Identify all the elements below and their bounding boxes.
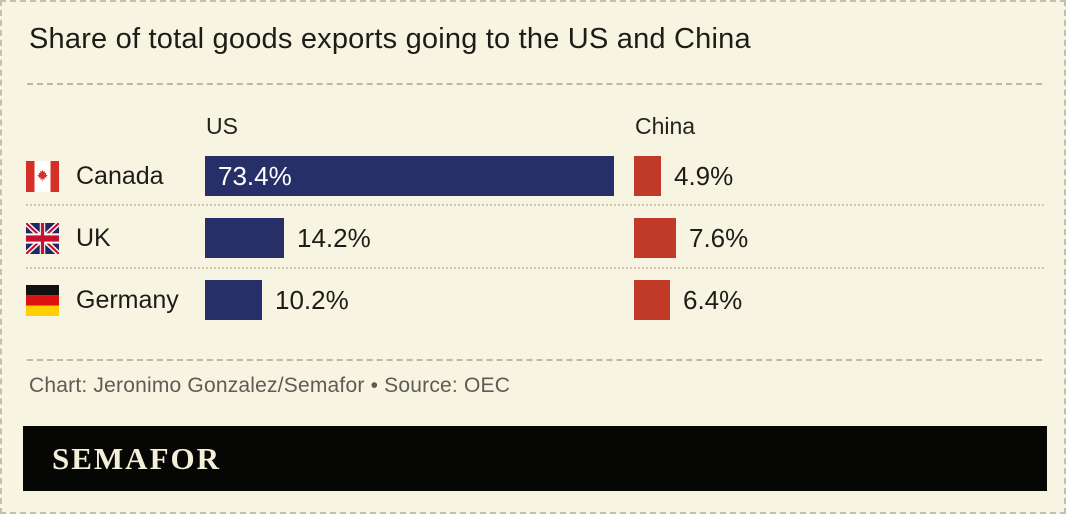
china-bar [634, 218, 676, 258]
china-bar-cell: 6.4% [634, 280, 1064, 320]
bar-value-label: 10.2% [275, 284, 349, 315]
us-bar: 73.4% [205, 156, 614, 196]
bar-value-label: 6.4% [683, 284, 743, 315]
table-row-germany: Germany 10.2% 6.4% [2, 269, 1064, 331]
footer-divider [27, 359, 1042, 361]
canada-flag-icon [26, 160, 59, 192]
us-bar-cell: 10.2% [205, 280, 634, 320]
logo-bar: SEMAFOR [23, 426, 1047, 491]
china-bar [634, 156, 661, 196]
country-cell: Germany [2, 284, 205, 316]
table-row-uk: UK 14.2% 7.6% [2, 207, 1064, 269]
country-label: Germany [76, 285, 179, 314]
chart-title: Share of total goods exports going to th… [29, 23, 751, 55]
table-row-canada: Canada 73.4% 4.9% [2, 145, 1064, 207]
column-header-china: China [635, 113, 696, 139]
uk-flag-icon [26, 222, 59, 254]
china-bar-cell: 7.6% [634, 218, 1064, 258]
country-cell: UK [2, 222, 205, 254]
us-bar [205, 280, 262, 320]
us-bar-cell: 14.2% [205, 218, 634, 258]
china-bar [634, 280, 670, 320]
bar-value-label: 73.4% [218, 160, 292, 191]
country-label: UK [76, 223, 111, 252]
us-bar [205, 218, 284, 258]
country-label: Canada [76, 161, 164, 190]
column-header-us: US [206, 113, 238, 139]
title-divider [27, 83, 1042, 85]
semafor-logo: SEMAFOR [52, 440, 221, 476]
credit-line: Chart: Jeronimo Gonzalez/Semafor • Sourc… [29, 374, 511, 397]
china-bar-cell: 4.9% [634, 156, 1064, 196]
bar-value-label: 14.2% [297, 222, 371, 253]
bar-value-label: 4.9% [674, 160, 734, 191]
us-bar-cell: 73.4% [205, 156, 634, 196]
germany-flag-icon [26, 284, 59, 316]
country-cell: Canada [2, 160, 205, 192]
row-separator [26, 267, 1044, 269]
bar-value-label: 7.6% [689, 222, 749, 253]
row-separator [26, 204, 1044, 206]
